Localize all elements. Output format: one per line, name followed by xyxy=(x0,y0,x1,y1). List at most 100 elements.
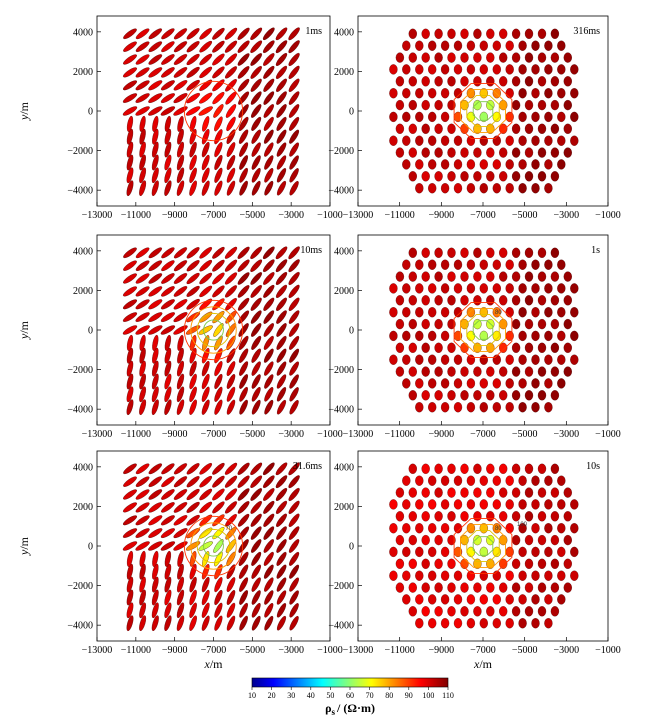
data-point xyxy=(466,378,476,389)
data-point xyxy=(151,615,159,632)
data-point xyxy=(225,501,237,514)
data-point xyxy=(563,52,572,63)
data-point xyxy=(186,66,200,78)
data-point xyxy=(511,271,521,282)
data-point xyxy=(198,325,213,335)
data-point xyxy=(421,99,430,111)
data-point xyxy=(148,28,162,40)
data-point xyxy=(402,159,411,170)
data-point xyxy=(198,106,213,116)
data-point xyxy=(563,295,572,306)
data-point xyxy=(151,180,159,197)
data-point xyxy=(226,590,236,605)
data-point xyxy=(440,183,450,194)
data-point xyxy=(550,582,560,593)
data-point xyxy=(402,330,411,342)
data-point xyxy=(250,259,263,272)
data-point xyxy=(486,582,495,593)
data-point xyxy=(212,259,225,272)
data-point xyxy=(263,116,274,131)
data-point xyxy=(186,28,200,40)
data-point xyxy=(570,135,579,146)
data-point xyxy=(408,28,417,39)
data-point xyxy=(511,342,521,353)
data-point xyxy=(505,618,514,629)
data-point xyxy=(135,312,150,322)
data-point xyxy=(212,462,225,475)
data-point xyxy=(139,615,147,632)
data-point xyxy=(447,534,456,546)
data-point xyxy=(239,386,248,402)
data-point xyxy=(428,307,437,318)
data-point xyxy=(505,475,514,486)
data-point xyxy=(447,99,456,111)
data-point xyxy=(434,463,443,474)
data-point xyxy=(186,247,200,259)
data-point xyxy=(276,551,287,566)
colorbar-label-unit: / (Ω·m) xyxy=(336,701,375,715)
x-tick-label: −9000 xyxy=(429,210,455,221)
data-point xyxy=(492,499,501,510)
x-tick-label: −11000 xyxy=(121,210,151,221)
y-axis-label-unit: /m xyxy=(17,536,31,549)
data-point xyxy=(237,53,250,66)
data-point xyxy=(402,88,411,99)
data-point xyxy=(402,111,411,123)
data-point xyxy=(544,499,553,510)
colorbar-tick-label: 110 xyxy=(442,691,454,700)
data-point xyxy=(511,582,521,593)
data-point xyxy=(148,515,163,526)
data-point xyxy=(251,615,261,631)
data-point xyxy=(473,247,482,258)
data-point xyxy=(395,366,405,377)
data-point xyxy=(499,463,508,474)
data-point xyxy=(237,513,250,527)
data-point xyxy=(447,390,456,401)
data-point xyxy=(537,366,547,377)
data-point xyxy=(275,272,288,285)
data-point xyxy=(264,615,274,631)
data-point xyxy=(460,487,469,498)
data-points xyxy=(389,247,579,413)
data-point xyxy=(389,88,398,99)
data-point xyxy=(421,171,430,182)
data-point xyxy=(563,76,572,87)
panel-1ms: 1ms −13000 −11000 −9000 −7000 −5000 −3000 −1000… xyxy=(17,15,343,221)
data-point xyxy=(173,299,188,310)
data-point xyxy=(428,618,437,629)
data-point xyxy=(447,295,456,306)
data-point xyxy=(479,570,488,581)
data-point xyxy=(408,342,417,353)
contour-value-label: 100 xyxy=(517,522,528,528)
data-point xyxy=(440,546,450,558)
data-point xyxy=(263,78,275,92)
x-tick-label: −5000 xyxy=(240,429,266,440)
y-axis-label-var: y xyxy=(17,333,31,340)
x-tick-label: −9000 xyxy=(429,645,455,656)
x-tick-label: −9000 xyxy=(162,429,188,440)
data-point xyxy=(226,180,236,196)
data-point xyxy=(550,52,560,63)
x-tick-label: −11000 xyxy=(121,429,151,440)
data-point xyxy=(518,259,527,270)
data-point xyxy=(126,576,134,593)
data-point xyxy=(511,390,521,401)
data-point xyxy=(428,159,437,170)
data-point xyxy=(563,582,572,593)
plot-area xyxy=(389,28,579,194)
data-point xyxy=(434,511,443,522)
data-point xyxy=(511,606,521,617)
data-point xyxy=(550,171,560,182)
y-tick-label: 0 xyxy=(88,107,93,118)
data-point xyxy=(288,271,300,286)
data-point xyxy=(499,247,508,258)
data-point xyxy=(550,28,560,39)
data-point xyxy=(440,159,450,170)
data-point xyxy=(557,475,566,486)
data-point xyxy=(201,602,210,618)
data-point xyxy=(531,330,540,342)
data-point xyxy=(199,53,213,66)
data-point xyxy=(289,577,299,592)
x-tick-label: −3000 xyxy=(554,645,580,656)
contour-rings xyxy=(183,515,244,577)
